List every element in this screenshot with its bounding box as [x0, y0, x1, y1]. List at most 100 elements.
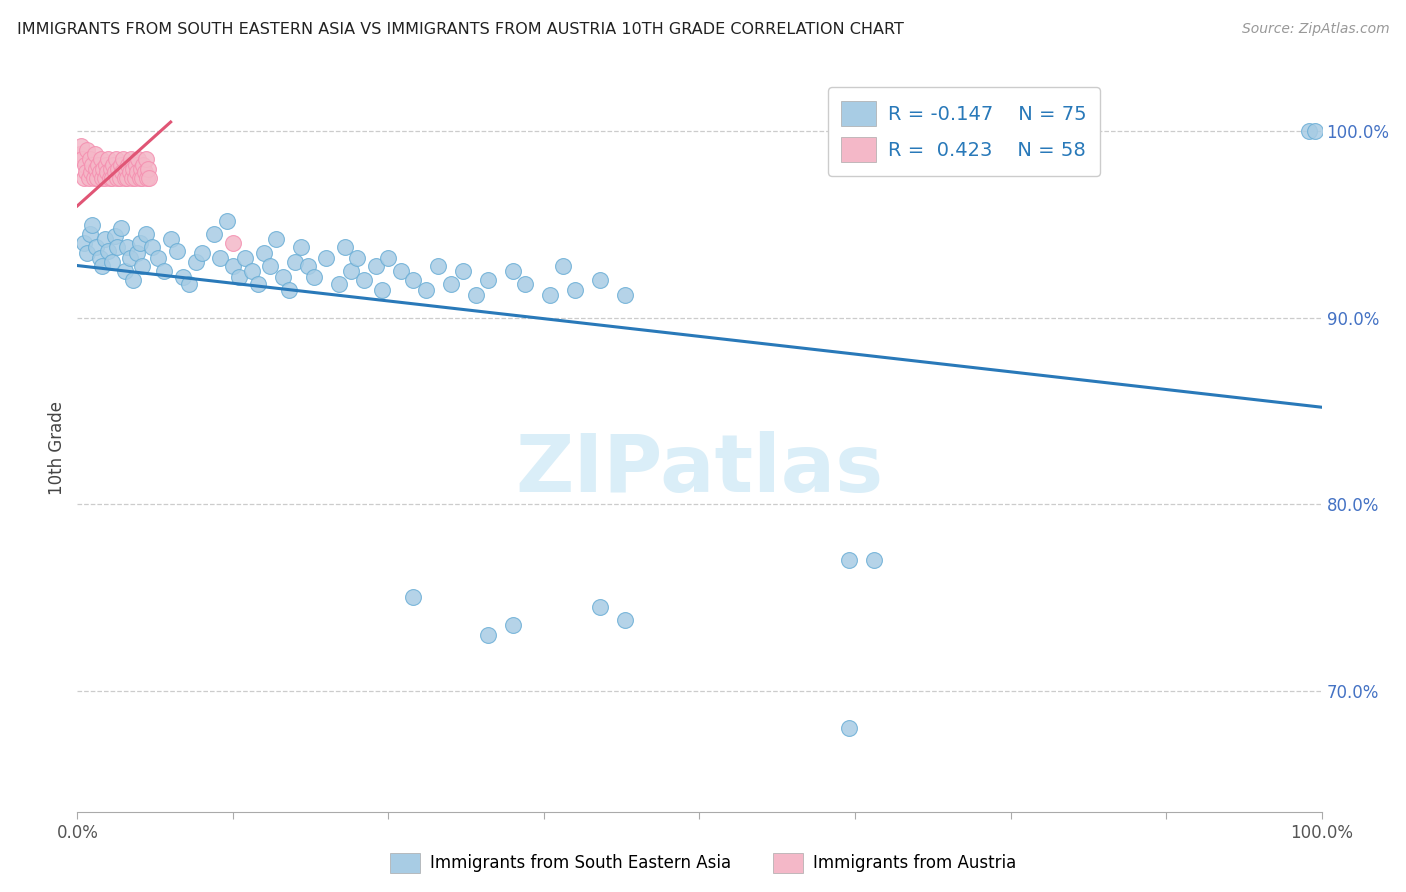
Point — [115, 170, 138, 185]
Point — [222, 236, 245, 251]
Point — [129, 161, 152, 176]
Point — [93, 232, 115, 246]
Point — [82, 218, 104, 232]
Point — [838, 721, 860, 735]
Point — [87, 158, 110, 172]
Point — [402, 591, 425, 605]
Y-axis label: 10th Grade: 10th Grade — [48, 401, 66, 495]
Text: IMMIGRANTS FROM SOUTH EASTERN ASIA VS IMMIGRANTS FROM AUSTRIA 10TH GRADE CORRELA: IMMIGRANTS FROM SOUTH EASTERN ASIA VS IM… — [17, 22, 904, 37]
Point — [191, 245, 214, 260]
Point — [104, 165, 127, 179]
Point — [75, 165, 97, 179]
Point — [284, 255, 307, 269]
Point — [202, 227, 225, 241]
Point — [103, 158, 125, 172]
Point — [136, 170, 159, 185]
Point — [253, 245, 276, 260]
Point — [72, 170, 94, 185]
Point — [121, 170, 143, 185]
Point — [166, 244, 188, 258]
Point — [91, 170, 114, 185]
Point — [134, 165, 156, 179]
Point — [93, 161, 115, 176]
Point — [93, 170, 115, 185]
Point — [72, 153, 94, 167]
Point — [389, 264, 412, 278]
Point — [259, 259, 281, 273]
Point — [127, 153, 149, 167]
Point — [297, 259, 319, 273]
Point — [83, 146, 105, 161]
Point — [89, 251, 111, 265]
Point — [105, 240, 128, 254]
Point — [1305, 124, 1327, 138]
Point — [215, 214, 238, 228]
Point — [613, 288, 636, 302]
Point — [115, 240, 138, 254]
Point — [125, 158, 148, 172]
Point — [84, 161, 107, 176]
Point — [105, 170, 128, 185]
Point — [117, 158, 139, 172]
Point — [70, 139, 93, 153]
Point — [100, 161, 122, 176]
Point — [464, 288, 486, 302]
Point — [97, 244, 120, 258]
Point — [340, 264, 363, 278]
Point — [131, 170, 153, 185]
Point — [111, 165, 134, 179]
Point — [328, 277, 350, 292]
Point — [89, 165, 111, 179]
Point — [277, 283, 299, 297]
Point — [564, 283, 586, 297]
Point — [122, 273, 145, 287]
Point — [179, 277, 201, 292]
Point — [118, 165, 141, 179]
Legend: Immigrants from South Eastern Asia, Immigrants from Austria: Immigrants from South Eastern Asia, Immi… — [384, 847, 1022, 880]
Point — [838, 553, 860, 567]
Text: ZIPatlas: ZIPatlas — [516, 431, 883, 509]
Point — [76, 245, 98, 260]
Point — [589, 273, 612, 287]
Point — [135, 153, 157, 167]
Point — [222, 259, 245, 273]
Point — [502, 264, 524, 278]
Point — [110, 158, 132, 172]
Point — [82, 158, 104, 172]
Point — [72, 236, 94, 251]
Point — [172, 269, 194, 284]
Point — [148, 251, 170, 265]
Point — [246, 277, 269, 292]
Point — [79, 227, 101, 241]
Point — [97, 153, 120, 167]
Point — [402, 273, 425, 287]
Point — [315, 251, 337, 265]
Point — [79, 153, 101, 167]
Point — [415, 283, 437, 297]
Point — [613, 613, 636, 627]
Point — [73, 158, 96, 172]
Point — [333, 240, 356, 254]
Point — [135, 227, 157, 241]
Point — [120, 153, 142, 167]
Point — [90, 153, 112, 167]
Point — [94, 158, 117, 172]
Point — [69, 146, 91, 161]
Point — [122, 161, 145, 176]
Point — [118, 251, 141, 265]
Point — [1298, 124, 1320, 138]
Point — [266, 232, 288, 246]
Point — [114, 170, 136, 185]
Point — [84, 240, 107, 254]
Text: Source: ZipAtlas.com: Source: ZipAtlas.com — [1241, 22, 1389, 37]
Point — [125, 165, 148, 179]
Point — [271, 269, 294, 284]
Point — [104, 228, 127, 243]
Point — [131, 259, 153, 273]
Point — [101, 170, 124, 185]
Point — [136, 161, 159, 176]
Point — [112, 153, 135, 167]
Point — [451, 264, 474, 278]
Point — [76, 143, 98, 157]
Point — [128, 170, 150, 185]
